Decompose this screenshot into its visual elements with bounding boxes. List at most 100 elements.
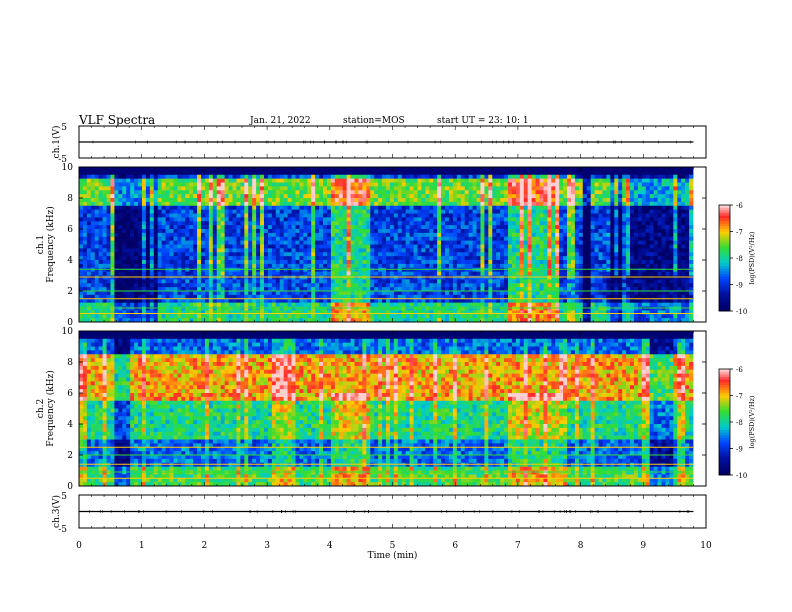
spectrogram-cell	[138, 217, 143, 222]
spectrogram-cell	[527, 225, 533, 230]
spectrogram-cell	[460, 318, 466, 323]
spectrogram-cell	[244, 190, 249, 195]
spectrogram-cell	[134, 174, 139, 180]
spectrogram-cell	[330, 298, 336, 304]
spectrogram-cell	[374, 198, 379, 203]
spectrogram-cell	[228, 279, 233, 284]
spectrogram-cell	[177, 252, 182, 257]
spectrogram-cell	[114, 248, 119, 253]
spectrogram-cell	[141, 178, 147, 183]
spectrogram-cell	[271, 287, 277, 292]
spectrogram-cell	[374, 186, 379, 191]
spectrogram-cell	[130, 271, 135, 276]
spectrogram-cell	[271, 174, 277, 180]
spectrogram-cell	[267, 217, 273, 222]
spectrogram-cell	[106, 252, 111, 257]
spectrogram-cell	[401, 252, 407, 257]
spectrogram-cell	[161, 306, 166, 311]
spectrogram-cell	[350, 236, 355, 242]
spectrogram-cell	[102, 232, 107, 238]
spectrogram-cell	[248, 275, 253, 280]
spectrogram-cell	[240, 260, 245, 265]
spectrogram-cell	[228, 306, 233, 311]
spectrogram-cell	[330, 267, 336, 273]
spectrogram-cell	[287, 291, 292, 296]
spectrogram-cell	[319, 190, 324, 195]
spectrogram-cell	[256, 275, 261, 280]
spectrogram-cell	[511, 198, 517, 203]
spectrogram-cell	[311, 294, 316, 300]
spectrogram-cell	[275, 256, 281, 261]
spectrogram-cell	[228, 310, 233, 315]
spectrogram-cell	[134, 205, 139, 211]
spectrogram-cell	[291, 314, 296, 319]
spectrogram-cell	[547, 178, 552, 183]
spectrogram-cell	[441, 174, 446, 180]
spectrogram-cell	[311, 170, 316, 176]
spectrogram-cell	[82, 190, 88, 195]
spectrogram-cell	[232, 190, 237, 195]
spectrogram-cell	[90, 182, 96, 187]
spectrogram-cell	[508, 190, 513, 195]
spectrogram-cell	[189, 279, 194, 284]
spectrogram-cell	[319, 314, 324, 319]
spectrogram-cell	[299, 302, 304, 307]
spectrogram-cell	[370, 240, 375, 245]
spectrogram-cell	[382, 279, 387, 284]
spectrogram-cell	[354, 217, 359, 222]
spectrogram-cell	[110, 318, 115, 323]
spectrogram-cell	[161, 283, 166, 288]
spectrogram-cell	[342, 217, 348, 222]
spectrogram-cell	[401, 201, 407, 207]
spectrogram-cell	[405, 190, 411, 195]
spectrogram-cell	[157, 213, 163, 218]
spectrogram-cell	[480, 267, 485, 273]
spectrogram-cell	[106, 291, 111, 296]
spectrogram-cell	[445, 225, 450, 230]
spectrogram-cell	[531, 298, 536, 304]
spectrogram-cell	[216, 244, 222, 249]
spectrogram-cell	[303, 298, 308, 304]
spectrogram-cell	[240, 283, 245, 288]
spectrogram-cell	[212, 236, 218, 242]
spectrogram-cell	[413, 252, 418, 257]
spectrogram-cell	[488, 294, 493, 300]
spectrogram-cell	[334, 178, 340, 183]
spectrogram-cell	[421, 287, 426, 292]
spectrogram-cell	[240, 263, 245, 269]
start-time-label: start UT = 23: 10: 1	[437, 116, 529, 126]
spectrogram-cell	[429, 178, 434, 183]
spectrogram-cell	[460, 263, 466, 269]
spectrogram-cell	[165, 201, 170, 207]
spectrogram-cell	[263, 279, 269, 284]
spectrogram-cell	[86, 170, 92, 176]
spectrogram-cell	[169, 248, 174, 253]
spectrogram-cell	[346, 283, 351, 288]
spectrogram-cell	[346, 167, 351, 172]
spectrogram-cell	[201, 294, 206, 300]
ylabel-ch1: ch.1(V)	[51, 126, 62, 159]
spectrogram-cell	[519, 205, 525, 211]
spectrogram-cell	[256, 182, 261, 187]
spectrogram-cell	[429, 209, 434, 214]
spectrogram-cell	[291, 271, 296, 276]
spectrogram-cell	[421, 240, 426, 245]
spectrogram-cell	[397, 302, 403, 307]
spectrogram-cell	[240, 221, 245, 226]
spectrogram-cell	[138, 287, 143, 292]
spectrogram-cell	[397, 314, 403, 319]
spectrogram-cell	[413, 229, 418, 234]
spectrogram-cell	[452, 244, 458, 249]
spectrogram-cell	[224, 302, 229, 307]
spectrogram-cell	[267, 302, 273, 307]
spectrogram-cell	[165, 225, 170, 230]
spectrogram-cell	[492, 194, 497, 199]
spectrogram-cell	[511, 213, 517, 218]
spectrogram-cell	[523, 221, 529, 226]
spectrogram-cell	[472, 190, 477, 195]
spectrogram-cell	[330, 209, 336, 214]
spectrogram-cell	[334, 314, 340, 319]
spectrogram-cell	[82, 225, 88, 230]
spectrogram-cell	[197, 232, 202, 238]
spectrogram-cell	[460, 302, 466, 307]
